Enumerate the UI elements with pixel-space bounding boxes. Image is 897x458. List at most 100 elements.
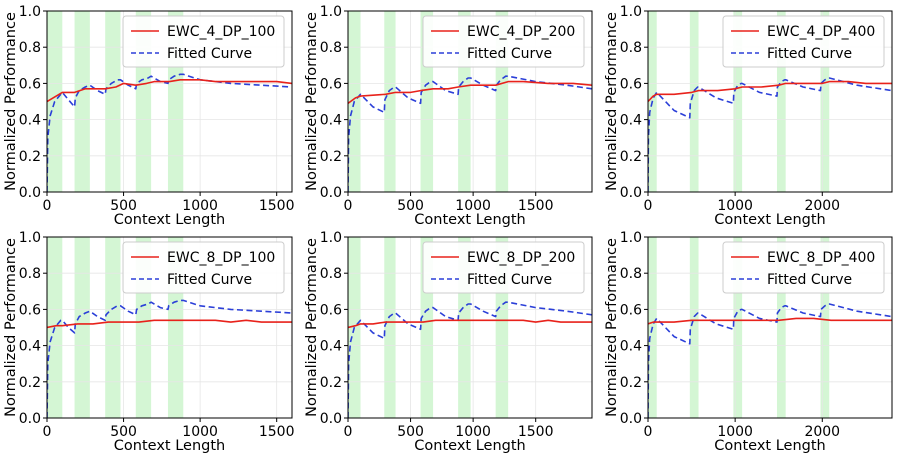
legend-box	[122, 15, 285, 68]
x-tick-label: 500	[110, 424, 137, 440]
x-tick-label: 0	[344, 424, 353, 440]
y-tick-label: 0.6	[320, 76, 342, 92]
x-tick-label: 0	[344, 198, 353, 214]
demo-span-2	[74, 11, 90, 192]
x-tick-label: 1500	[259, 424, 295, 440]
y-tick-label: 0.6	[320, 302, 342, 318]
y-tick-label: 0.8	[19, 40, 41, 56]
x-tick-label: 0	[43, 198, 52, 214]
y-tick-label: 0.0	[620, 185, 642, 201]
legend-label: Fitted Curve	[167, 46, 252, 62]
y-axis-label: Normalized Performance	[3, 12, 19, 191]
x-tick-label: 1000	[717, 198, 753, 214]
legend-label: Fitted Curve	[467, 272, 552, 288]
x-tick-label: 0	[43, 424, 52, 440]
demo-span-2	[384, 237, 396, 418]
x-axis-label: Context Length	[414, 212, 525, 228]
legend-label: EWC_4_DP_400	[767, 24, 875, 40]
y-tick-label: 0.8	[320, 266, 342, 282]
legend-label: Fitted Curve	[167, 272, 252, 288]
legend: EWC_4_DP_400 Fitted Curve	[722, 15, 885, 68]
x-tick-label: 0	[644, 198, 653, 214]
y-tick-label: 0.8	[620, 266, 642, 282]
y-tick-label: 0.8	[320, 40, 342, 56]
y-tick-label: 0.6	[620, 302, 642, 318]
demo-span-2	[74, 237, 90, 418]
y-axis-label: Normalized Performance	[304, 12, 320, 191]
demo-span-3	[105, 11, 121, 192]
demo-span-2	[689, 237, 699, 418]
x-tick-label: 2000	[804, 198, 840, 214]
legend: EWC_8_DP_400 Fitted Curve	[722, 241, 885, 294]
y-tick-label: 1.0	[19, 4, 41, 20]
y-axis-label: Normalized Performance	[304, 238, 320, 417]
plot-frame	[647, 10, 893, 193]
legend-label: Fitted Curve	[767, 46, 852, 62]
legend-label: Fitted Curve	[467, 46, 552, 62]
demo-span-2	[689, 11, 699, 192]
legend: EWC_8_DP_100 Fitted Curve	[122, 241, 285, 294]
series-line-fitted	[47, 73, 292, 192]
series-line-fitted	[648, 77, 892, 192]
y-tick-label: 0.0	[320, 185, 342, 201]
x-tick-label: 1500	[518, 424, 554, 440]
demo-span-5	[820, 237, 830, 418]
demo-span-2	[384, 11, 396, 192]
y-axis-label: Normalized Performance	[604, 12, 620, 191]
x-axis-label: Context Length	[714, 438, 825, 454]
demo-span-3	[733, 237, 743, 418]
y-tick-label: 0.4	[620, 339, 642, 355]
y-tick-label: 0.6	[620, 76, 642, 92]
y-tick-label: 0.4	[320, 113, 342, 129]
y-axis-label: Normalized Performance	[604, 238, 620, 417]
x-tick-label: 1500	[259, 198, 295, 214]
legend: EWC_4_DP_200 Fitted Curve	[422, 15, 585, 68]
y-tick-label: 0.0	[19, 411, 41, 427]
plot-frame	[347, 236, 593, 419]
legend-box	[722, 241, 885, 294]
y-tick-label: 0.0	[19, 185, 41, 201]
x-axis-label: Context Length	[114, 212, 225, 228]
y-tick-label: 0.4	[320, 339, 342, 355]
series-line-fitted	[648, 303, 892, 418]
legend-label: EWC_8_DP_100	[167, 250, 275, 266]
y-tick-label: 0.2	[320, 375, 342, 391]
series-line-data	[348, 319, 592, 329]
series-line-data	[47, 79, 292, 103]
legend-box	[422, 241, 585, 294]
y-tick-label: 1.0	[620, 4, 642, 20]
x-tick-label: 1500	[518, 198, 554, 214]
x-tick-label: 1000	[182, 198, 218, 214]
plot-frame	[647, 236, 893, 419]
legend-label: EWC_4_DP_100	[167, 24, 275, 40]
x-tick-label: 2000	[804, 424, 840, 440]
y-tick-label: 0.2	[620, 149, 642, 165]
legend-box	[722, 15, 885, 68]
legend-box	[422, 15, 585, 68]
y-tick-label: 0.8	[620, 40, 642, 56]
legend-label: Fitted Curve	[767, 272, 852, 288]
plot-frame	[46, 236, 293, 419]
x-tick-label: 500	[110, 198, 137, 214]
x-tick-label: 500	[397, 424, 424, 440]
legend-label: EWC_4_DP_200	[467, 24, 575, 40]
series-line-fitted	[47, 299, 292, 418]
y-tick-label: 1.0	[320, 4, 342, 20]
x-tick-label: 1000	[455, 198, 491, 214]
y-tick-label: 1.0	[19, 230, 41, 246]
y-tick-label: 0.2	[620, 375, 642, 391]
chart-panel-1: 0.0 0.2 0.4 0.6 0.8 1.0 0 500 1000 1500 Context Le…	[3, 4, 295, 228]
x-tick-label: 1000	[717, 424, 753, 440]
y-tick-label: 0.2	[19, 375, 41, 391]
y-tick-label: 0.6	[19, 302, 41, 318]
demo-span-5	[820, 11, 830, 192]
chart-panel-4: 0.0 0.2 0.4 0.6 0.8 1.0 0 500 1000 1500 Context Le…	[3, 230, 295, 454]
legend-label: EWC_8_DP_200	[467, 250, 575, 266]
y-tick-label: 0.4	[19, 113, 41, 129]
y-tick-label: 0.0	[620, 411, 642, 427]
